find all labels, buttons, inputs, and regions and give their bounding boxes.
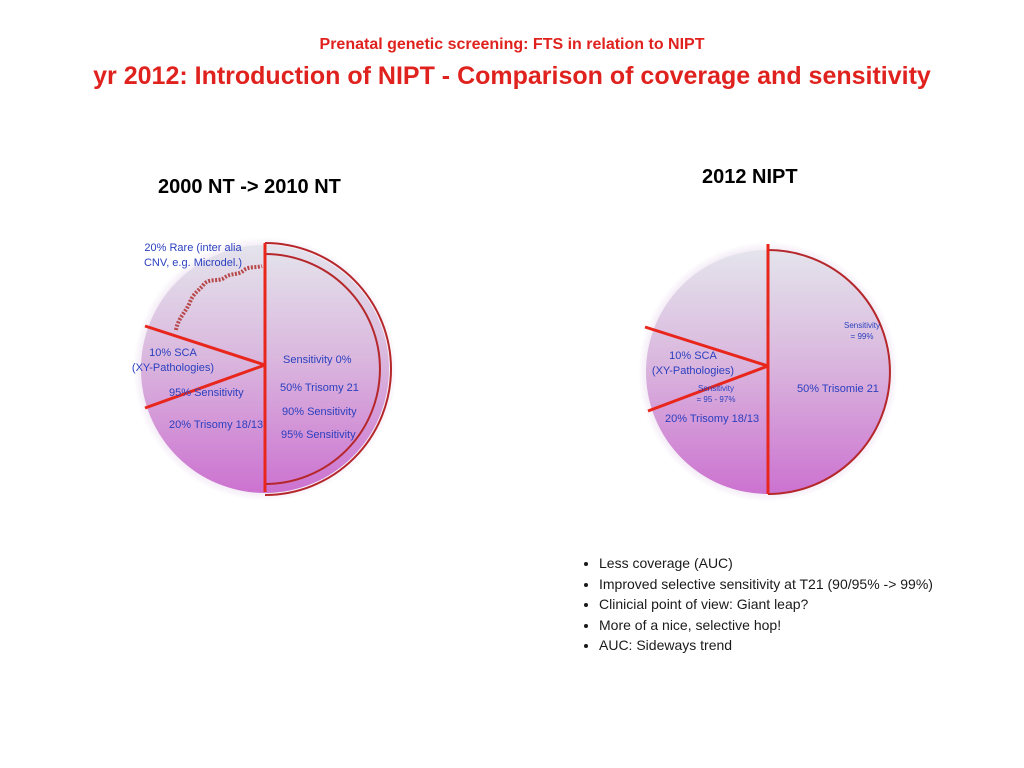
left-trisomy21-label: 50% Trisomy 21: [280, 382, 359, 394]
right-pie: [638, 242, 898, 502]
left-sca-label: 10% SCA (XY-Pathologies): [123, 346, 223, 376]
right-outer-arc: [767, 249, 891, 495]
left-lower-divider: [144, 363, 266, 410]
right-panel-title: 2012 NIPT: [702, 166, 798, 188]
slide-title: yr 2012: Introduction of NIPT - Comparis…: [93, 62, 931, 90]
left-rare-label-line1: 20% Rare (inter alia: [144, 242, 242, 254]
slide-subtitle: Prenatal genetic screening: FTS in relat…: [319, 36, 705, 53]
right-sca-label-line1: 10% SCA: [669, 350, 717, 362]
left-inner-arc: [264, 253, 381, 485]
left-upper-divider: [144, 324, 266, 367]
right-t21-sensitivity: Sensitivity = 99%: [832, 320, 892, 342]
right-trisomy21-label: 50% Trisomie 21: [797, 383, 879, 395]
right-upper-divider: [644, 325, 769, 368]
right-sca-sensitivity-line1: Sensitivity: [697, 384, 734, 393]
left-sensitivity-90: 90% Sensitivity: [282, 406, 357, 418]
summary-bullet-list: Less coverage (AUC) Improved selective s…: [581, 553, 933, 656]
bullet-item: Improved selective sensitivity at T21 (9…: [599, 574, 933, 595]
left-rare-boundary: [174, 264, 263, 331]
left-pie: [133, 237, 397, 501]
right-trisomy1813-label: 20% Trisomy 18/13: [665, 413, 760, 425]
left-sca-label-line2: (XY-Pathologies): [131, 362, 215, 374]
left-panel-title: 2000 NT -> 2010 NT: [158, 176, 341, 198]
bullet-item: Clinicial point of view: Giant leap?: [599, 594, 933, 615]
left-rare-label: 20% Rare (inter alia CNV, e.g. Microdel.…: [128, 241, 258, 271]
right-sca-sensitivity-line2: = 95 - 97%: [696, 395, 736, 404]
right-sca-sensitivity: Sensitivity = 95 - 97%: [684, 383, 748, 405]
bullet-item: More of a nice, selective hop!: [599, 615, 933, 636]
left-sca-sensitivity: 95% Sensitivity: [169, 387, 244, 399]
bullet-item: Less coverage (AUC): [599, 553, 933, 574]
left-outer-arc: [264, 242, 392, 496]
left-sensitivity-95: 95% Sensitivity: [281, 429, 356, 441]
right-t21-sensitivity-line2: = 99%: [850, 332, 874, 341]
right-lower-divider: [647, 364, 769, 413]
right-t21-sensitivity-line1: Sensitivity: [843, 321, 880, 330]
right-sca-label: 10% SCA (XY-Pathologies): [643, 349, 743, 379]
left-rare-sensitivity: Sensitivity 0%: [283, 354, 352, 366]
left-trisomy1813-label: 20% Trisomy 18/13: [169, 419, 264, 431]
left-rare-label-line2: CNV, e.g. Microdel.): [143, 257, 243, 269]
bullet-item: AUC: Sideways trend: [599, 635, 933, 656]
left-sca-label-line1: 10% SCA: [149, 347, 197, 359]
right-sca-label-line2: (XY-Pathologies): [651, 365, 735, 377]
